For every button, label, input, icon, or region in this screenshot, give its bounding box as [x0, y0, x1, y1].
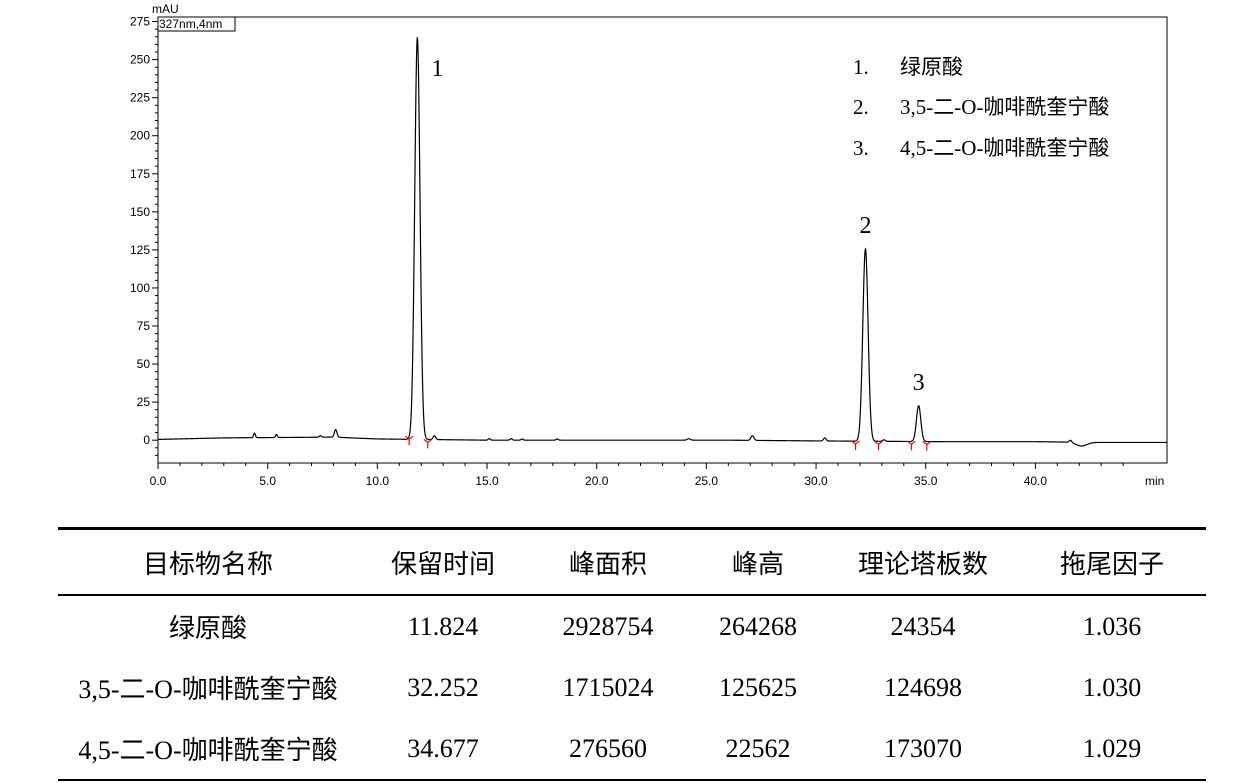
- legend-item-3-number: 3.: [853, 136, 869, 160]
- header-peak-height: 峰高: [688, 527, 828, 596]
- integration-marker: [874, 440, 883, 451]
- y-axis: 0 25 50 75 100 125 150 175 200 225 250 275: [130, 15, 158, 456]
- cell-tailing-factor: 1.030: [1082, 672, 1142, 702]
- y-tick-label: 250: [130, 53, 150, 67]
- x-tick-label: 35.0: [914, 474, 938, 488]
- detector-label: 327nm,4nm: [159, 17, 222, 31]
- table-row: 绿原酸 11.824 2928754 264268 24354 1.036: [58, 595, 1206, 657]
- y-tick-label: 25: [137, 395, 151, 409]
- cell-retention-time: 11.824: [407, 611, 479, 641]
- cell-analyte-name: 4,5-二-O-咖啡酰奎宁酸: [58, 718, 358, 781]
- table-row: 3,5-二-O-咖啡酰奎宁酸 32.252 1715024 125625 124…: [58, 657, 1206, 718]
- x-tick-label: 5.0: [259, 474, 276, 488]
- legend-item-3-name: 4,5-二-O-咖啡酰奎宁酸: [900, 136, 1109, 160]
- cell-tailing-factor: 1.036: [1082, 611, 1142, 641]
- cell-peak-height: 22562: [688, 718, 828, 781]
- y-tick-label: 50: [137, 357, 151, 371]
- cell-peak-height: 264268: [719, 611, 797, 641]
- legend-item-1-number: 1.: [853, 55, 869, 79]
- y-tick-label: 200: [130, 129, 150, 143]
- peak-label-2: 2: [859, 213, 871, 239]
- integration-marker: [851, 440, 860, 450]
- cell-theoretical-plates: 124698: [884, 672, 962, 702]
- y-tick-label: 100: [130, 281, 150, 295]
- integration-marker: [907, 440, 916, 451]
- y-tick-label: 125: [130, 243, 150, 257]
- y-tick-label: 75: [137, 319, 151, 333]
- header-peak-area: 峰面积: [528, 527, 688, 596]
- y-tick-label: 150: [130, 205, 150, 219]
- y-unit-label: mAU: [152, 2, 179, 16]
- cell-analyte-name: 3,5-二-O-咖啡酰奎宁酸: [78, 675, 338, 704]
- y-tick-label: 275: [130, 15, 150, 29]
- header-analyte-name: 目标物名称: [58, 527, 358, 596]
- y-tick-label: 175: [130, 167, 150, 181]
- table-header-row: 目标物名称 保留时间 峰面积 峰高 理论塔板数 拖尾因子: [58, 527, 1206, 596]
- cell-theoretical-plates: 24354: [890, 611, 956, 641]
- header-theoretical-plates: 理论塔板数: [828, 527, 1018, 596]
- peak-label-1: 1: [431, 56, 443, 82]
- x-tick-label: 25.0: [695, 474, 719, 488]
- legend-item-2-number: 2.: [853, 95, 869, 119]
- integration-marker: [423, 438, 433, 449]
- legend: 1. 绿原酸 2. 3,5-二-O-咖啡酰奎宁酸 3. 4,5-二-O-咖啡酰奎…: [853, 55, 1109, 160]
- x-axis: 0.0 5.0 10.0 15.0 20.0 25.0 30.0 35.0 40.0: [150, 463, 1124, 488]
- x-unit-label: min: [1145, 474, 1164, 488]
- peak-label-3: 3: [913, 370, 925, 396]
- table-row: 4,5-二-O-咖啡酰奎宁酸 34.677 276560 22562 17307…: [58, 718, 1206, 781]
- peak-labels: 1 2 3: [431, 56, 924, 396]
- results-table: 目标物名称 保留时间 峰面积 峰高 理论塔板数 拖尾因子 绿原酸 11.824 …: [58, 527, 1206, 781]
- legend-item-2-name: 3,5-二-O-咖啡酰奎宁酸: [900, 95, 1109, 119]
- integration-marker: [404, 435, 414, 446]
- x-tick-label: 40.0: [1024, 474, 1048, 488]
- integration-marker: [922, 441, 932, 451]
- legend-item-1-name: 绿原酸: [900, 55, 963, 79]
- chromatogram-trace: [157, 36, 1167, 447]
- x-tick-label: 20.0: [585, 474, 609, 488]
- detector-label-box: [157, 16, 236, 32]
- plot-frame: [157, 16, 1168, 464]
- cell-peak-area: 276560: [528, 718, 688, 781]
- cell-theoretical-plates: 173070: [828, 718, 1018, 781]
- x-tick-label: 10.0: [366, 474, 390, 488]
- cell-peak-area: 1715024: [562, 672, 654, 702]
- cell-peak-height: 125625: [719, 672, 797, 702]
- x-tick-label: 0.0: [150, 474, 167, 488]
- cell-tailing-factor: 1.029: [1018, 718, 1206, 781]
- header-retention-time: 保留时间: [358, 527, 528, 596]
- header-tailing-factor: 拖尾因子: [1018, 527, 1206, 596]
- y-tick-label: 225: [130, 91, 150, 105]
- x-tick-label: 15.0: [475, 474, 499, 488]
- cell-peak-area: 2928754: [562, 611, 654, 641]
- cell-analyte-name: 绿原酸: [168, 614, 247, 643]
- x-tick-label: 30.0: [804, 474, 828, 488]
- integration-markers: [404, 435, 932, 451]
- cell-retention-time: 34.677: [358, 718, 528, 781]
- y-tick-label: 0: [143, 433, 150, 447]
- cell-retention-time: 32.252: [407, 672, 479, 702]
